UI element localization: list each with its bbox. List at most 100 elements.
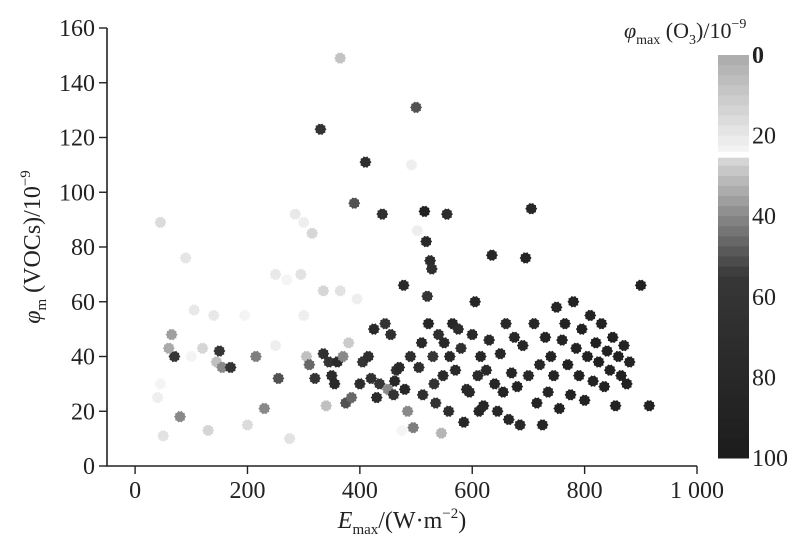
data-point: [379, 317, 392, 330]
data-point: [365, 372, 378, 385]
data-point: [587, 375, 600, 387]
colorbar-tick-label: 60: [752, 285, 776, 311]
y-tick-label: 0: [83, 454, 95, 480]
x-tick-label: 600: [454, 478, 490, 504]
colorbar-tick-label: 100: [752, 446, 788, 472]
plot-axes-lines: [106, 28, 697, 467]
data-point: [428, 378, 441, 390]
data-point: [207, 309, 220, 322]
data-point: [432, 328, 445, 341]
data-point: [249, 350, 262, 363]
data-point: [306, 227, 319, 240]
data-point: [578, 394, 591, 407]
data-point: [575, 323, 588, 335]
data-point: [322, 356, 335, 368]
data-point: [185, 350, 198, 363]
plot-frame: [106, 28, 697, 467]
data-point: [420, 235, 433, 248]
data-point: [570, 342, 583, 354]
data-point: [544, 350, 557, 363]
colorbar-segment: [718, 347, 749, 358]
data-point: [601, 345, 614, 357]
data-point: [351, 293, 364, 305]
data-point: [426, 350, 439, 363]
data-point: [405, 159, 418, 171]
data-point: [300, 350, 313, 363]
x-tick-label: 0: [129, 478, 141, 504]
data-point: [241, 419, 254, 431]
colorbar-segment: [718, 115, 749, 127]
colorbar-segment: [718, 286, 749, 298]
data-point: [612, 350, 625, 363]
data-point: [388, 375, 401, 387]
data-point: [422, 317, 435, 330]
data-point: [359, 156, 372, 168]
data-point: [188, 304, 201, 316]
data-point: [463, 386, 476, 398]
data-point: [397, 279, 410, 292]
colorbar-segment: [718, 165, 749, 177]
colorbar-segment: [718, 316, 749, 328]
data-point: [325, 369, 338, 382]
data-point: [168, 350, 181, 363]
colorbar-segment: [718, 407, 749, 419]
colorbar-segment: [718, 226, 749, 237]
data-point: [505, 367, 518, 379]
data-point: [398, 383, 411, 396]
data-point: [404, 350, 417, 363]
data-point: [550, 301, 563, 313]
colorbar-segment: [718, 266, 749, 278]
data-point: [491, 405, 504, 417]
colorbar-segment: [718, 387, 749, 399]
data-point: [157, 430, 170, 442]
colorbar-segment: [718, 246, 749, 257]
data-point: [514, 419, 526, 431]
colorbar-segment: [718, 427, 749, 439]
data-point: [294, 268, 307, 281]
colorbar-segment: [718, 216, 749, 227]
data-point: [469, 296, 482, 308]
data-point: [494, 348, 507, 360]
data-point: [480, 364, 493, 376]
data-point: [606, 331, 619, 344]
data-point: [334, 52, 347, 64]
data-point: [213, 345, 226, 357]
data-point: [539, 331, 552, 344]
data-point: [283, 432, 296, 445]
data-point: [466, 328, 479, 341]
colorbar-segment: [718, 296, 749, 308]
data-point: [224, 361, 237, 374]
data-point: [179, 252, 192, 264]
data-point: [297, 216, 310, 229]
colorbar-segment: [718, 105, 749, 116]
data-point: [317, 348, 330, 360]
data-point: [297, 309, 310, 322]
data-point: [154, 216, 167, 229]
data-point: [536, 419, 549, 431]
data-point: [337, 350, 349, 363]
data-point: [272, 372, 285, 385]
colorbar-segment: [718, 397, 749, 409]
data-point: [471, 369, 484, 382]
x-tick-label: 1 000: [670, 478, 724, 504]
data-point: [558, 317, 571, 330]
data-point: [440, 208, 453, 220]
x-tick-label: 400: [342, 478, 378, 504]
colorbar-segment: [718, 276, 749, 288]
data-point: [581, 350, 594, 363]
data-point: [154, 378, 167, 390]
data-point: [511, 380, 524, 393]
data-point: [196, 342, 209, 354]
y-tick-label: 80: [71, 235, 95, 261]
data-point: [598, 380, 611, 393]
data-point: [497, 386, 510, 398]
data-point: [151, 391, 164, 404]
y-tick-label: 60: [71, 290, 95, 316]
colorbar-gap: [717, 151, 750, 158]
data-point: [407, 421, 420, 434]
data-point: [429, 397, 442, 409]
data-point: [317, 285, 330, 297]
colorbar-segment: [718, 437, 749, 449]
data-point: [564, 389, 577, 401]
